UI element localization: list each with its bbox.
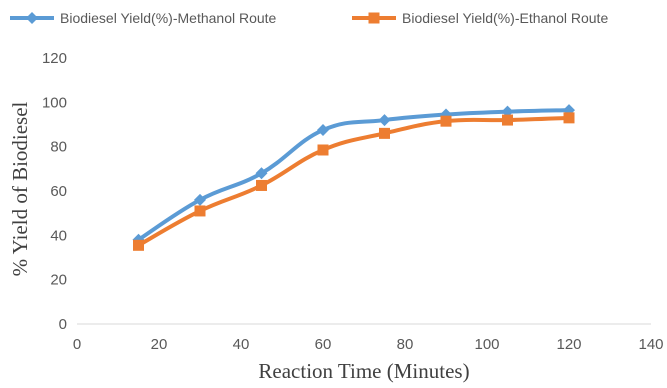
- x-tick-label: 40: [233, 336, 250, 353]
- legend-item: Biodiesel Yield(%)-Ethanol Route: [352, 10, 608, 26]
- y-axis-title: % Yield of Biodiesel: [8, 101, 32, 276]
- x-axis-title: Reaction Time (Minutes): [258, 359, 469, 383]
- x-tick-label: 120: [556, 336, 581, 353]
- data-point: [378, 114, 391, 127]
- y-tick-label: 60: [50, 183, 67, 200]
- y-tick-label: 40: [50, 227, 67, 244]
- x-axis-ticks: 0 20 40 60 80 100 120 140: [73, 336, 664, 353]
- legend: Biodiesel Yield(%)-Methanol Route Biodies…: [10, 10, 608, 26]
- data-point: [317, 144, 329, 156]
- y-tick-label: 80: [50, 139, 67, 156]
- x-tick-label: 20: [151, 336, 168, 353]
- series-layer: [132, 104, 575, 251]
- data-point: [133, 239, 144, 251]
- y-tick-label: 120: [42, 50, 67, 67]
- y-tick-label: 0: [59, 316, 67, 333]
- legend-marker: [26, 12, 38, 24]
- series-line: [136, 108, 571, 242]
- series-2: [133, 112, 575, 251]
- x-tick-label: 60: [315, 336, 332, 353]
- y-axis-ticks: 0 20 40 60 80 100 120: [42, 50, 67, 333]
- legend-label: Biodiesel Yield(%)-Methanol Route: [60, 10, 277, 26]
- data-point: [563, 112, 575, 124]
- data-point: [440, 115, 452, 127]
- data-point: [256, 179, 267, 191]
- data-point: [194, 193, 206, 206]
- legend-item: Biodiesel Yield(%)-Methanol Route: [10, 10, 277, 26]
- data-point: [317, 124, 329, 137]
- legend-label: Biodiesel Yield(%)-Ethanol Route: [402, 10, 608, 26]
- legend-marker: [368, 12, 380, 24]
- series-line: [136, 115, 571, 248]
- data-point: [502, 114, 513, 126]
- x-tick-label: 140: [638, 336, 663, 353]
- x-tick-label: 80: [397, 336, 414, 353]
- data-point: [194, 205, 206, 217]
- y-tick-label: 100: [42, 94, 67, 111]
- x-tick-label: 0: [73, 336, 81, 353]
- y-tick-label: 20: [50, 272, 67, 289]
- data-point: [255, 167, 268, 180]
- x-tick-label: 100: [474, 336, 499, 353]
- data-point: [379, 127, 390, 139]
